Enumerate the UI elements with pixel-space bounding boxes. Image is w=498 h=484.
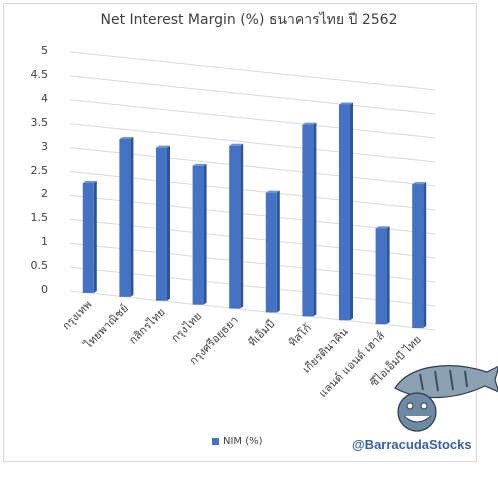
barracuda-logo xyxy=(394,365,498,432)
bar-series xyxy=(82,102,427,329)
bar-top xyxy=(375,226,390,229)
bar-top xyxy=(156,145,170,148)
x-tick-label: กรุงเทพ xyxy=(60,298,95,333)
bar xyxy=(229,143,244,309)
legend-swatch xyxy=(212,438,219,445)
gridline xyxy=(69,75,437,115)
y-tick-label: 3.5 xyxy=(30,115,49,129)
y-tick-label: 0.5 xyxy=(30,259,49,273)
gridline xyxy=(69,123,437,163)
bar xyxy=(82,180,97,293)
legend-label: NIM (%) xyxy=(223,436,263,447)
bar-side xyxy=(423,182,427,329)
y-tick-label: 2.5 xyxy=(30,163,49,177)
bar-front xyxy=(82,182,94,293)
bar xyxy=(339,102,353,321)
bar-front xyxy=(156,147,167,301)
fish-head xyxy=(397,392,437,432)
fish-stripes xyxy=(419,369,468,392)
bar-top xyxy=(302,122,317,125)
gridline xyxy=(69,99,437,139)
bar-side xyxy=(313,122,317,317)
bar-front xyxy=(339,104,350,321)
y-tick-label: 4.5 xyxy=(30,67,49,81)
watermark: @BarracudaStocks xyxy=(352,437,472,452)
y-tick-label: 0 xyxy=(41,283,48,296)
y-tick-label: 1 xyxy=(41,235,48,249)
bar xyxy=(412,182,427,329)
y-tick-label: 5 xyxy=(41,44,48,57)
bar-front xyxy=(119,139,131,297)
fish-eye-right xyxy=(420,402,428,410)
y-tick-label: 4 xyxy=(41,91,48,105)
bar xyxy=(156,145,170,301)
bar-top xyxy=(412,182,427,185)
bar-side xyxy=(240,143,244,309)
y-tick-label: 1.5 xyxy=(30,211,49,225)
bar xyxy=(265,190,280,313)
x-tick-label: กสิกรไทย xyxy=(126,306,167,347)
x-tick-label: ทิสโก้ xyxy=(285,321,314,350)
bar-side xyxy=(167,145,170,301)
bar-side xyxy=(130,137,134,297)
gridline xyxy=(69,290,437,331)
bar-front xyxy=(302,124,314,317)
legend: NIM (%) xyxy=(212,436,263,447)
bar-front xyxy=(375,228,387,325)
bar-top xyxy=(265,190,280,193)
x-tick-label: กรุงไทย xyxy=(169,310,204,345)
bar-side xyxy=(93,180,97,293)
fish-eye-left xyxy=(406,402,414,410)
bar-front xyxy=(412,184,424,329)
bar xyxy=(192,163,207,305)
x-tick-label: ทีเอ็มบี xyxy=(245,317,277,349)
bar-front xyxy=(229,145,241,309)
bar-top xyxy=(82,180,97,183)
bar-top xyxy=(339,102,353,105)
bar-front xyxy=(192,165,204,305)
bar-top xyxy=(119,137,134,140)
bar-side xyxy=(276,190,280,313)
bar xyxy=(302,122,317,317)
gridline xyxy=(69,51,437,91)
chart-title: Net Interest Margin (%) ธนาคารไทย ปี 256… xyxy=(100,12,398,28)
bar-front xyxy=(265,192,277,313)
bar-top xyxy=(192,163,207,166)
bar-side xyxy=(386,226,390,325)
bar xyxy=(375,226,390,325)
fish-mouth xyxy=(403,415,432,423)
bar-top xyxy=(229,143,244,146)
fish-body xyxy=(394,365,498,399)
bar-side xyxy=(203,163,207,305)
y-tick-label: 2 xyxy=(41,187,48,201)
bar-side xyxy=(350,102,353,321)
y-tick-label: 3 xyxy=(41,139,48,153)
bar xyxy=(119,137,134,297)
